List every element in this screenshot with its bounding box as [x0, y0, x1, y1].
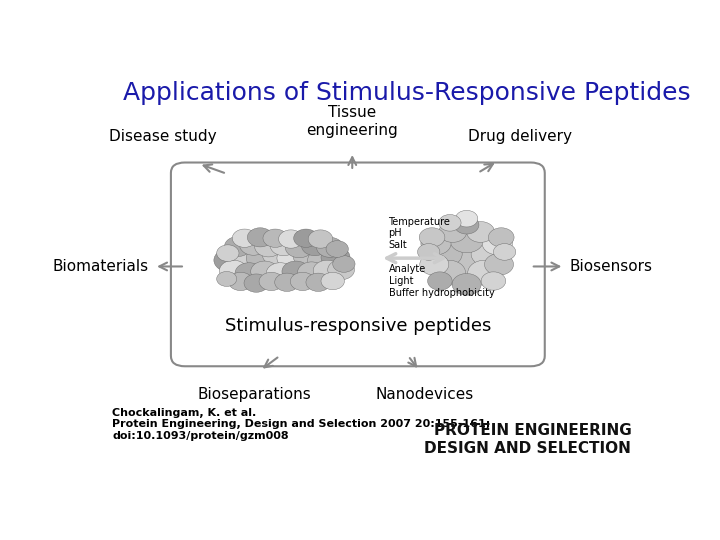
Circle shape: [418, 244, 440, 260]
Text: Biomaterials: Biomaterials: [53, 259, 148, 274]
Text: Nanodevices: Nanodevices: [376, 387, 474, 402]
Circle shape: [259, 272, 284, 291]
Circle shape: [468, 260, 501, 285]
Circle shape: [428, 241, 462, 266]
Circle shape: [482, 232, 513, 255]
Text: Chockalingam, K. et al.
Protein Engineering, Design and Selection 2007 20:155-16: Chockalingam, K. et al. Protein Engineer…: [112, 408, 490, 441]
Circle shape: [308, 230, 333, 248]
Circle shape: [244, 274, 269, 292]
Circle shape: [306, 273, 330, 292]
Circle shape: [307, 249, 338, 272]
Text: Tissue
engineering: Tissue engineering: [307, 105, 398, 138]
Circle shape: [438, 214, 461, 231]
Circle shape: [485, 254, 513, 275]
Circle shape: [263, 229, 287, 247]
Circle shape: [313, 260, 341, 281]
Circle shape: [251, 261, 279, 282]
Text: Analyte
Light
Buffer hydrophobicity: Analyte Light Buffer hydrophobicity: [389, 265, 495, 298]
Text: Drug delivery: Drug delivery: [468, 129, 572, 144]
Circle shape: [279, 230, 303, 248]
Circle shape: [232, 245, 261, 267]
Circle shape: [328, 260, 354, 280]
Circle shape: [428, 272, 452, 290]
Text: Disease study: Disease study: [109, 129, 216, 144]
Circle shape: [432, 260, 466, 285]
Text: Stimulus-responsive peptides: Stimulus-responsive peptides: [225, 317, 491, 335]
FancyBboxPatch shape: [171, 163, 545, 366]
Circle shape: [471, 241, 505, 266]
Circle shape: [275, 273, 300, 292]
Circle shape: [290, 272, 315, 291]
Circle shape: [255, 236, 282, 257]
Circle shape: [493, 244, 516, 260]
Circle shape: [420, 254, 449, 275]
Circle shape: [438, 221, 467, 242]
Circle shape: [248, 228, 273, 247]
Circle shape: [220, 260, 248, 281]
Circle shape: [282, 261, 310, 282]
Circle shape: [321, 246, 350, 268]
Circle shape: [302, 235, 328, 255]
Circle shape: [228, 272, 253, 291]
Circle shape: [246, 247, 276, 269]
Circle shape: [262, 244, 292, 266]
Text: Bioseparations: Bioseparations: [198, 387, 312, 402]
Circle shape: [326, 241, 348, 258]
Circle shape: [235, 263, 263, 284]
Circle shape: [450, 228, 483, 253]
Circle shape: [233, 229, 257, 247]
Circle shape: [297, 262, 325, 282]
Circle shape: [421, 232, 451, 255]
Circle shape: [481, 272, 505, 290]
Circle shape: [467, 221, 495, 242]
Circle shape: [454, 216, 479, 234]
Circle shape: [270, 235, 297, 255]
Circle shape: [419, 228, 445, 247]
Circle shape: [294, 229, 318, 247]
Text: Biosensors: Biosensors: [570, 259, 653, 274]
Circle shape: [277, 247, 307, 269]
Circle shape: [317, 238, 343, 258]
Text: Temperature
pH
Salt: Temperature pH Salt: [389, 217, 451, 250]
Circle shape: [240, 234, 267, 255]
Circle shape: [266, 263, 294, 284]
Text: PROTEIN ENGINEERING
DESIGN AND SELECTION: PROTEIN ENGINEERING DESIGN AND SELECTION: [424, 423, 631, 456]
Circle shape: [488, 228, 514, 247]
Circle shape: [321, 272, 344, 290]
Circle shape: [452, 274, 481, 295]
Circle shape: [217, 245, 239, 261]
Circle shape: [448, 246, 485, 274]
Circle shape: [293, 245, 322, 267]
Text: Applications of Stimulus-Responsive Peptides: Applications of Stimulus-Responsive Pept…: [124, 82, 691, 105]
Circle shape: [217, 272, 237, 286]
Circle shape: [214, 248, 245, 272]
Circle shape: [333, 255, 355, 272]
Circle shape: [225, 237, 251, 256]
Circle shape: [285, 237, 313, 258]
Circle shape: [456, 211, 478, 227]
